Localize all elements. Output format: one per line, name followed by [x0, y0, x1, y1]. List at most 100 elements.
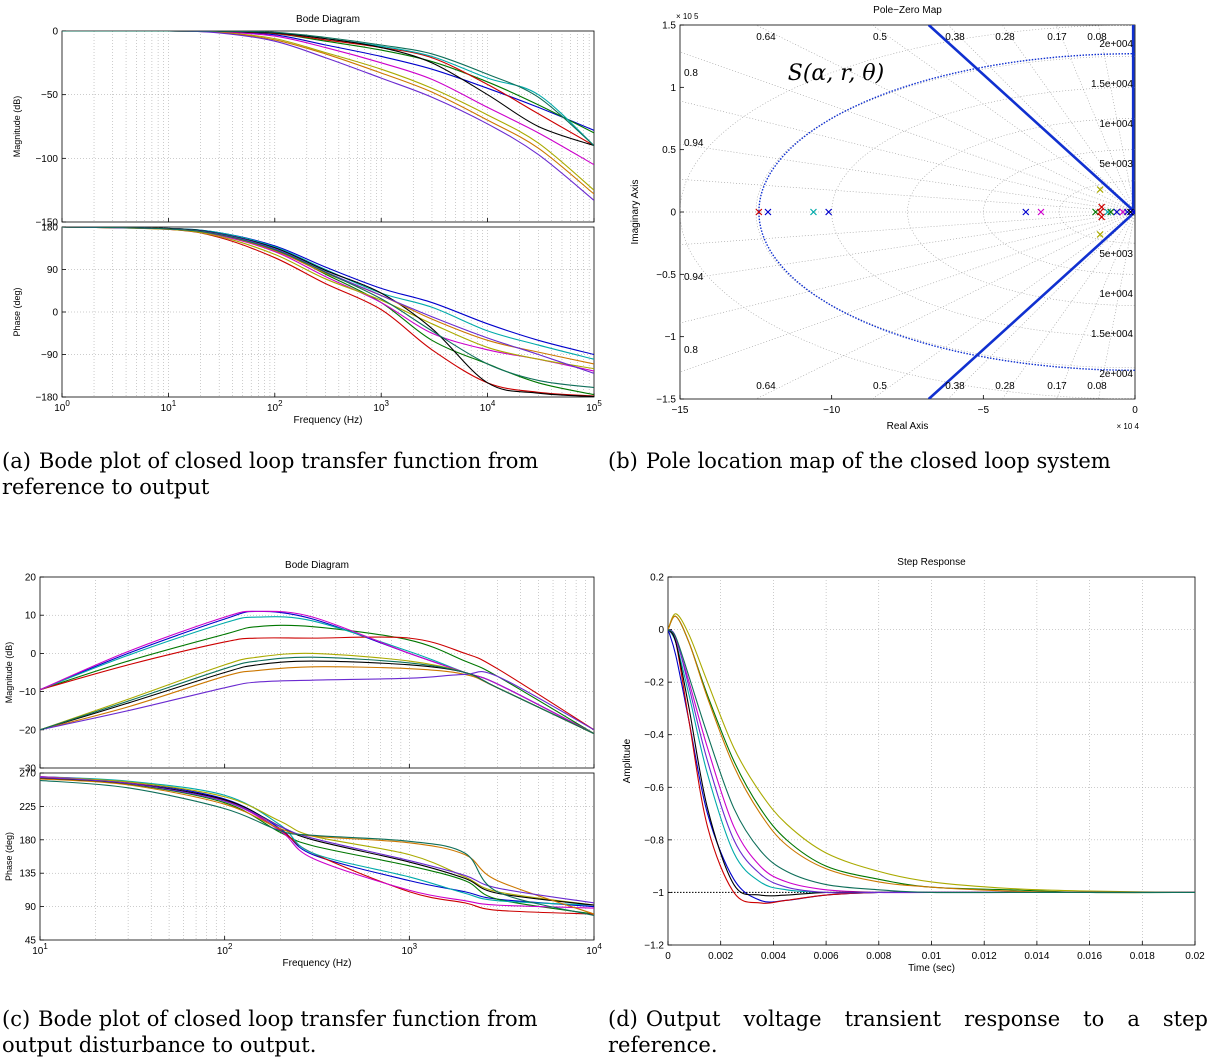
- chart-a-magnitude-ytick-label: −100: [35, 154, 58, 165]
- chart-c-xtick-label: 101: [32, 942, 48, 957]
- chart-b-sgrid: [680, 25, 1135, 399]
- chart-a-magnitude-series: [62, 31, 594, 201]
- chart-b-damping-label-bottom: 0.08: [1087, 381, 1107, 392]
- chart-b-damping-label-bottom: 0.28: [995, 381, 1015, 392]
- chart-a-phase-series-line: [62, 227, 594, 389]
- chart-d-xtick-label: 0.008: [866, 951, 891, 962]
- chart-d-ytick-label: −1: [653, 888, 665, 899]
- chart-a-phase-ytick-label: 90: [47, 265, 59, 276]
- chart-b-damping-label-top: 0.5: [873, 32, 887, 43]
- caption-c-text: Bode plot of closed loop transfer functi…: [2, 1007, 538, 1057]
- damping-ray: [680, 178, 1135, 213]
- chart-b-damping-label-left: 0.94: [684, 138, 704, 149]
- chart-d-series-line: [668, 615, 1195, 894]
- chart-a-phase-series: [62, 227, 594, 397]
- chart-d-xtick-label: 0.004: [761, 951, 786, 962]
- chart-a-phase-ytick-label: 180: [41, 223, 58, 234]
- chart-c-phase-series-line: [40, 779, 594, 917]
- chart-a-phase-ytick-label: −180: [35, 393, 58, 404]
- chart-c-xtick-label: 104: [586, 942, 602, 957]
- caption-d-tag: (d): [608, 1007, 638, 1031]
- chart-c-phase-series-line: [40, 778, 594, 915]
- caption-d-text: Output voltage transient response to a s…: [608, 1007, 1208, 1057]
- chart-d-ytick-label: −0.8: [644, 835, 664, 846]
- chart-c-title: Bode Diagram: [285, 560, 349, 571]
- chart-c-phase-series-line: [40, 777, 594, 915]
- chart-b-damping-label-bottom: 0.17: [1047, 381, 1067, 392]
- pole-marker: [1098, 203, 1106, 211]
- chart-c-magnitude-series-line: [40, 636, 594, 731]
- chart-a-phase-axes-frame: [61, 226, 595, 398]
- chart-d-ytick-label: −0.4: [644, 730, 664, 741]
- chart-a-magnitude-series-line: [62, 31, 594, 147]
- chart-a-phase-ylabel: Phase (deg): [12, 287, 22, 336]
- chart-d-xtick-label: 0.002: [708, 951, 733, 962]
- chart-a-xlabel: Frequency (Hz): [294, 415, 363, 426]
- chart-c-phase-series-line: [40, 776, 594, 906]
- chart-a-xtick-label: 105: [586, 399, 602, 414]
- chart-b-frequency-label: 5e+003: [1099, 249, 1133, 260]
- chart-d-title: Step Response: [897, 557, 966, 568]
- pole-marker: [1127, 208, 1134, 216]
- chart-d-series-line: [668, 629, 1195, 894]
- chart-c-phase-ytick-label: 270: [19, 769, 36, 780]
- chart-b-damping-label-top: 0.38: [945, 32, 965, 43]
- chart-d-ytick-label: −1.2: [644, 941, 664, 952]
- chart-c-magnitude-axes: 20 10 0 −10 −20 −30 Magnitude (dB): [4, 573, 595, 775]
- chart-b-xtick-label: 0: [1132, 405, 1138, 416]
- chart-a-phase-series-line: [62, 227, 594, 370]
- chart-d-xlabel: Time (sec): [908, 963, 955, 974]
- chart-a-magnitude-ytick-label: −150: [35, 218, 58, 229]
- chart-b-ytick-label: −0.5: [656, 270, 676, 281]
- chart-c-magnitude-series-line: [40, 671, 594, 731]
- chart-b-region: [758, 25, 1135, 399]
- caption-b: (b) Pole location map of the closed loop …: [608, 448, 1208, 474]
- pole-marker: [755, 208, 763, 216]
- chart-c-magnitude-axes-frame: [39, 576, 595, 769]
- chart-c-magnitude-ytick-label: 10: [25, 611, 37, 622]
- frequency-arc: [907, 118, 1135, 306]
- chart-a-phase-axes: 180 90 0 −90 −180 Phase (deg): [12, 223, 595, 404]
- chart-a-magnitude-axes: 0 −50 −100 −150 Magnitude (dB): [12, 27, 595, 229]
- damping-ray: [680, 211, 1135, 373]
- chart-c-magnitude-ytick-label: −30: [19, 764, 36, 775]
- chart-c-magnitude-ytick-label: 20: [25, 573, 37, 584]
- pole-marker: [1113, 208, 1121, 216]
- chart-d-xtick-label: 0.018: [1130, 951, 1155, 962]
- damping-ray: [755, 211, 1135, 399]
- damping-ray: [1001, 211, 1135, 399]
- caption-d: (d) Output voltage transient response to …: [608, 1006, 1208, 1058]
- chart-c-magnitude-ylabel: Magnitude (dB): [4, 642, 14, 704]
- chart-b-axes-frame: [679, 24, 1136, 400]
- pole-marker: [810, 208, 817, 216]
- chart-a-magnitude-ytick-label: −50: [41, 90, 58, 101]
- chart-c-phase-axes: 270 225 180 135 90 45 Phase (deg): [4, 769, 595, 947]
- chart-d-ytick-label: −0.2: [644, 678, 664, 689]
- pole-marker: [1130, 208, 1135, 216]
- chart-b-damping-label-bottom: 0.64: [756, 381, 776, 392]
- chart-c-magnitude-ytick-label: 0: [30, 649, 36, 660]
- chart-b-xtick-label: −5: [978, 405, 990, 416]
- chart-a-phase-grid: [62, 227, 594, 397]
- chart-b-damping-label-left: 0.8: [684, 68, 698, 79]
- chart-c-xtick-label: 103: [402, 942, 418, 957]
- chart-a-xtick-label: 104: [480, 399, 496, 414]
- region-circle-boundary: [758, 53, 1135, 371]
- pole-marker: [1104, 208, 1112, 216]
- chart-b-title: Pole−Zero Map: [873, 5, 942, 16]
- chart-a-phase-ytick-label: −90: [41, 350, 58, 361]
- chart-b-frequency-label: 5e+003: [1099, 159, 1133, 170]
- chart-c-magnitude-series: [40, 610, 594, 735]
- chart-b-frequency-label: 1.5e+004: [1091, 79, 1133, 90]
- chart-b-frequency-label: 2e+004: [1099, 369, 1133, 380]
- pole-marker: [1096, 186, 1104, 193]
- region-cone-upper: [927, 25, 1135, 213]
- chart-d-axes: 0 0.002 0.004 0.006 0.008 0.01 0.012 0.014 0.016…: [644, 573, 1205, 963]
- chart-c-phase-ytick-label: 225: [19, 802, 36, 813]
- chart-c-phase-ytick-label: 135: [19, 869, 36, 880]
- chart-c-magnitude-series-line: [40, 656, 594, 735]
- chart-b-frequency-label: 1e+004: [1099, 119, 1133, 130]
- chart-d-ytick-label: 0: [658, 625, 664, 636]
- chart-b-ytick-label: −1.5: [656, 395, 676, 406]
